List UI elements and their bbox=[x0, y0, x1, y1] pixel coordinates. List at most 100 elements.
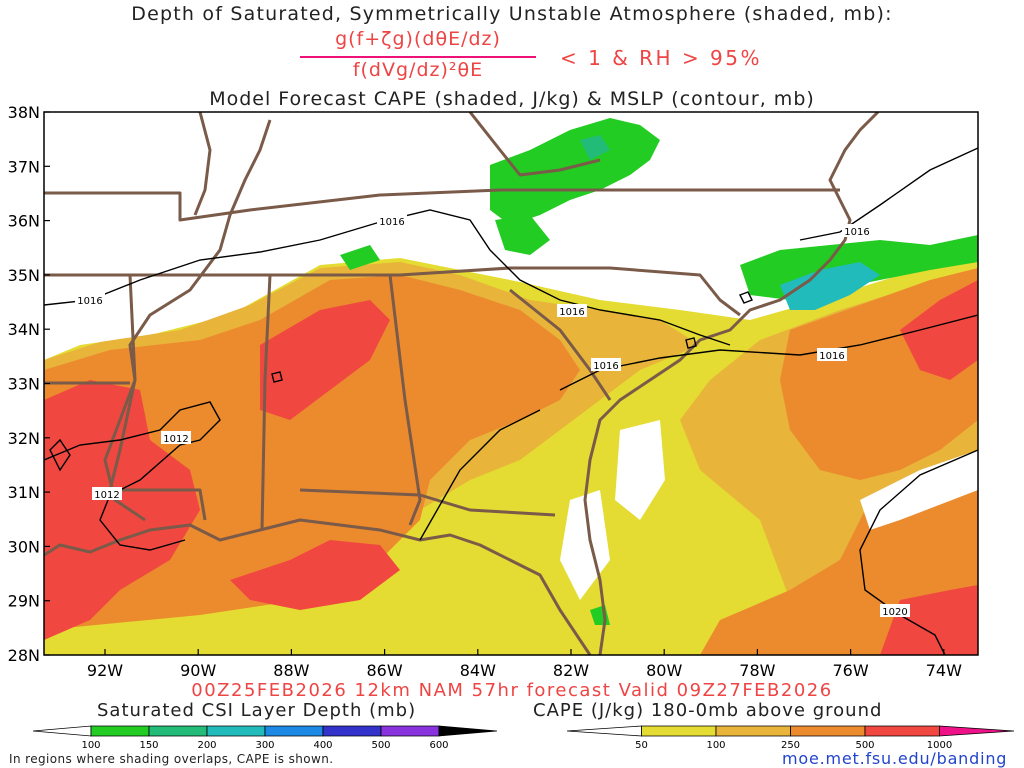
legend-tick-label: 100 bbox=[81, 740, 100, 751]
lon-tick-label: 82W bbox=[553, 661, 589, 680]
legend-swatch bbox=[864, 725, 940, 737]
legend-tick-label: 150 bbox=[139, 740, 158, 751]
isobar-label: 1016 bbox=[77, 296, 102, 307]
state-border bbox=[388, 274, 422, 526]
chart-title: Depth of Saturated, Symmetrically Unstab… bbox=[131, 3, 893, 25]
state-border bbox=[108, 274, 207, 521]
fraction-bar bbox=[300, 56, 536, 58]
lon-tick-label: 86W bbox=[367, 661, 403, 680]
lat-tick-label: 37N bbox=[8, 157, 40, 176]
legend-swatch bbox=[566, 725, 642, 737]
isobar-label-bg bbox=[92, 487, 122, 500]
isobar-label: 1016 bbox=[844, 227, 869, 238]
csi-legend-bar: 100 150 200 300 400 500 600 bbox=[32, 725, 498, 751]
state-border bbox=[44, 188, 840, 222]
lon-tick-label: 76W bbox=[833, 661, 869, 680]
isobar-label-bg bbox=[817, 348, 847, 361]
isobar-label: 1016 bbox=[593, 361, 618, 372]
lat-tick-label: 33N bbox=[8, 375, 40, 394]
lon-tick-label: 88W bbox=[273, 661, 309, 680]
legend-tick-label: 300 bbox=[255, 740, 274, 751]
cape-region-500 bbox=[900, 280, 978, 380]
formula-denominator: f(dVg/dz)²θE bbox=[352, 59, 484, 81]
lon-tick-label: 84W bbox=[460, 661, 496, 680]
cape-region-500 bbox=[880, 585, 978, 655]
legend-tick-label: 200 bbox=[197, 740, 216, 751]
lon-tick-label: 74W bbox=[926, 661, 962, 680]
lon-tick-label: 92W bbox=[87, 661, 123, 680]
isobar-label: 1012 bbox=[163, 434, 188, 445]
legend-swatch bbox=[90, 725, 150, 737]
chart-subtitle: Model Forecast CAPE (shaded, J/kg) & MSL… bbox=[209, 88, 815, 110]
state-border bbox=[193, 112, 212, 216]
legend-tick-label: 600 bbox=[429, 740, 448, 751]
isobar-label: 1016 bbox=[559, 307, 584, 318]
legend-swatch bbox=[264, 725, 324, 737]
legend-swatch bbox=[148, 725, 208, 737]
isobar-1012 bbox=[44, 401, 221, 551]
formula-numerator: g(f+ζg)(dθE/dz) bbox=[335, 28, 501, 50]
csi-region bbox=[495, 215, 550, 255]
legend-tick-label: 400 bbox=[313, 740, 332, 751]
source-url[interactable]: moe.met.fsu.edu/banding bbox=[782, 749, 1008, 768]
isobar-label-bg bbox=[377, 214, 407, 227]
isobar-labels: 1016 1016 1016 1016 1016 1016 1012 1012 1020 bbox=[75, 214, 910, 618]
isobar-small bbox=[271, 371, 283, 383]
state-border bbox=[260, 274, 272, 531]
legend-tick-label: 1000 bbox=[927, 740, 952, 751]
state-border bbox=[468, 112, 601, 177]
cape-legend-label: CAPE (J/kg) 180-0mb above ground bbox=[533, 700, 883, 721]
isobar-1012 bbox=[49, 438, 71, 472]
csi-region bbox=[580, 135, 610, 160]
isobar-label-bg bbox=[842, 224, 872, 237]
csi-legend-label: Saturated CSI Layer Depth (mb) bbox=[97, 700, 417, 721]
csi-region bbox=[780, 262, 880, 310]
isobar-1016 bbox=[44, 209, 731, 346]
isobar-label-bg bbox=[75, 293, 105, 306]
legend-tick-label: 500 bbox=[855, 740, 874, 751]
legend-swatch bbox=[438, 725, 498, 737]
lat-tick-label: 32N bbox=[8, 429, 40, 448]
lat-tick-label: 28N bbox=[8, 646, 40, 665]
csi-region bbox=[490, 118, 660, 225]
legend-tick-label: 250 bbox=[781, 740, 800, 751]
isobar-small bbox=[419, 409, 541, 541]
lat-tick-label: 36N bbox=[8, 212, 40, 231]
coastline bbox=[44, 518, 592, 655]
lat-tick-label: 29N bbox=[8, 592, 40, 611]
lon-tick-label: 90W bbox=[180, 661, 216, 680]
isobar-label: 1012 bbox=[94, 490, 119, 501]
legend-swatch bbox=[641, 725, 717, 737]
legend-swatch bbox=[715, 725, 791, 737]
cape-legend-bar: 50 100 250 500 1000 bbox=[566, 725, 1015, 751]
isobar-label-bg bbox=[557, 304, 587, 317]
legend-tick-label: 500 bbox=[371, 740, 390, 751]
legend-swatch bbox=[32, 725, 92, 737]
legend-swatch bbox=[380, 725, 440, 737]
state-border bbox=[509, 288, 612, 401]
csi-region bbox=[340, 245, 380, 270]
isobar-label-bg bbox=[161, 431, 191, 444]
latitude-axis: 38N 37N 36N 35N 34N 33N 32N 31N 30N 29N 28N bbox=[8, 103, 50, 665]
isobar-1016 bbox=[799, 147, 978, 241]
coastline bbox=[583, 112, 880, 655]
isobar-label-bg bbox=[591, 358, 621, 371]
river bbox=[103, 119, 272, 522]
isobar-small bbox=[685, 337, 697, 349]
isobar-1020 bbox=[859, 449, 978, 655]
isobar-label: 1016 bbox=[819, 351, 844, 362]
overlap-note: In regions where shading overlaps, CAPE … bbox=[9, 752, 334, 766]
isobar-label-bg bbox=[880, 604, 910, 617]
isobar-small bbox=[739, 291, 753, 304]
legend-swatch bbox=[939, 725, 1015, 737]
legend-tick-label: 100 bbox=[706, 740, 725, 751]
no-cape-region bbox=[615, 420, 665, 520]
legend-swatch bbox=[322, 725, 382, 737]
lon-tick-label: 80W bbox=[646, 661, 682, 680]
isobar-label: 1016 bbox=[379, 217, 404, 228]
lon-tick-label: 78W bbox=[739, 661, 775, 680]
formula-condition: < 1 & RH > 95% bbox=[560, 46, 763, 70]
state-border bbox=[299, 488, 556, 517]
forecast-valid-time: 00Z25FEB2026 12km NAM 57hr forecast Vali… bbox=[191, 680, 833, 701]
